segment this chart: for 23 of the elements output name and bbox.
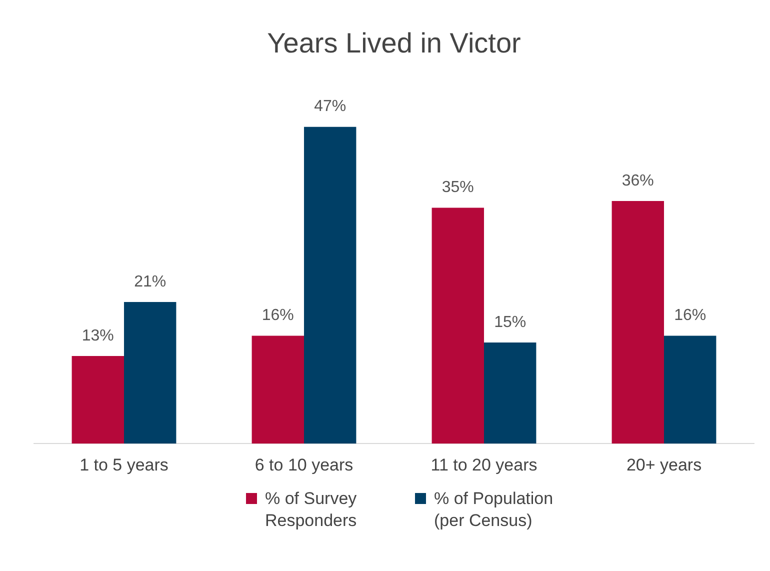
bar	[252, 336, 304, 444]
data-label: 15%	[494, 314, 526, 331]
data-label: 36%	[622, 172, 654, 190]
bar	[304, 126, 356, 444]
data-label: 35%	[442, 179, 474, 196]
legend-label: % of Survey Responders	[265, 488, 358, 532]
data-label: 13%	[82, 327, 114, 344]
data-label: 47%	[314, 98, 346, 116]
bar	[612, 200, 664, 444]
bar	[484, 342, 536, 444]
data-label: 16%	[674, 307, 706, 324]
data-label: 21%	[134, 273, 166, 290]
data-label: 16%	[262, 307, 294, 324]
x-tick-label: 1 to 5 years	[80, 455, 168, 474]
x-tick-label: 20+ years	[626, 455, 702, 474]
x-tick-label: 6 to 10 years	[254, 455, 354, 474]
bar	[664, 336, 716, 444]
bar	[432, 208, 484, 444]
bar	[72, 356, 124, 444]
x-tick-label: 11 to 20 years	[430, 455, 538, 474]
bar	[124, 302, 176, 444]
chart-title: Years Lived in Victor	[267, 28, 521, 59]
legend-label: % of Population (per Census)	[434, 488, 554, 532]
